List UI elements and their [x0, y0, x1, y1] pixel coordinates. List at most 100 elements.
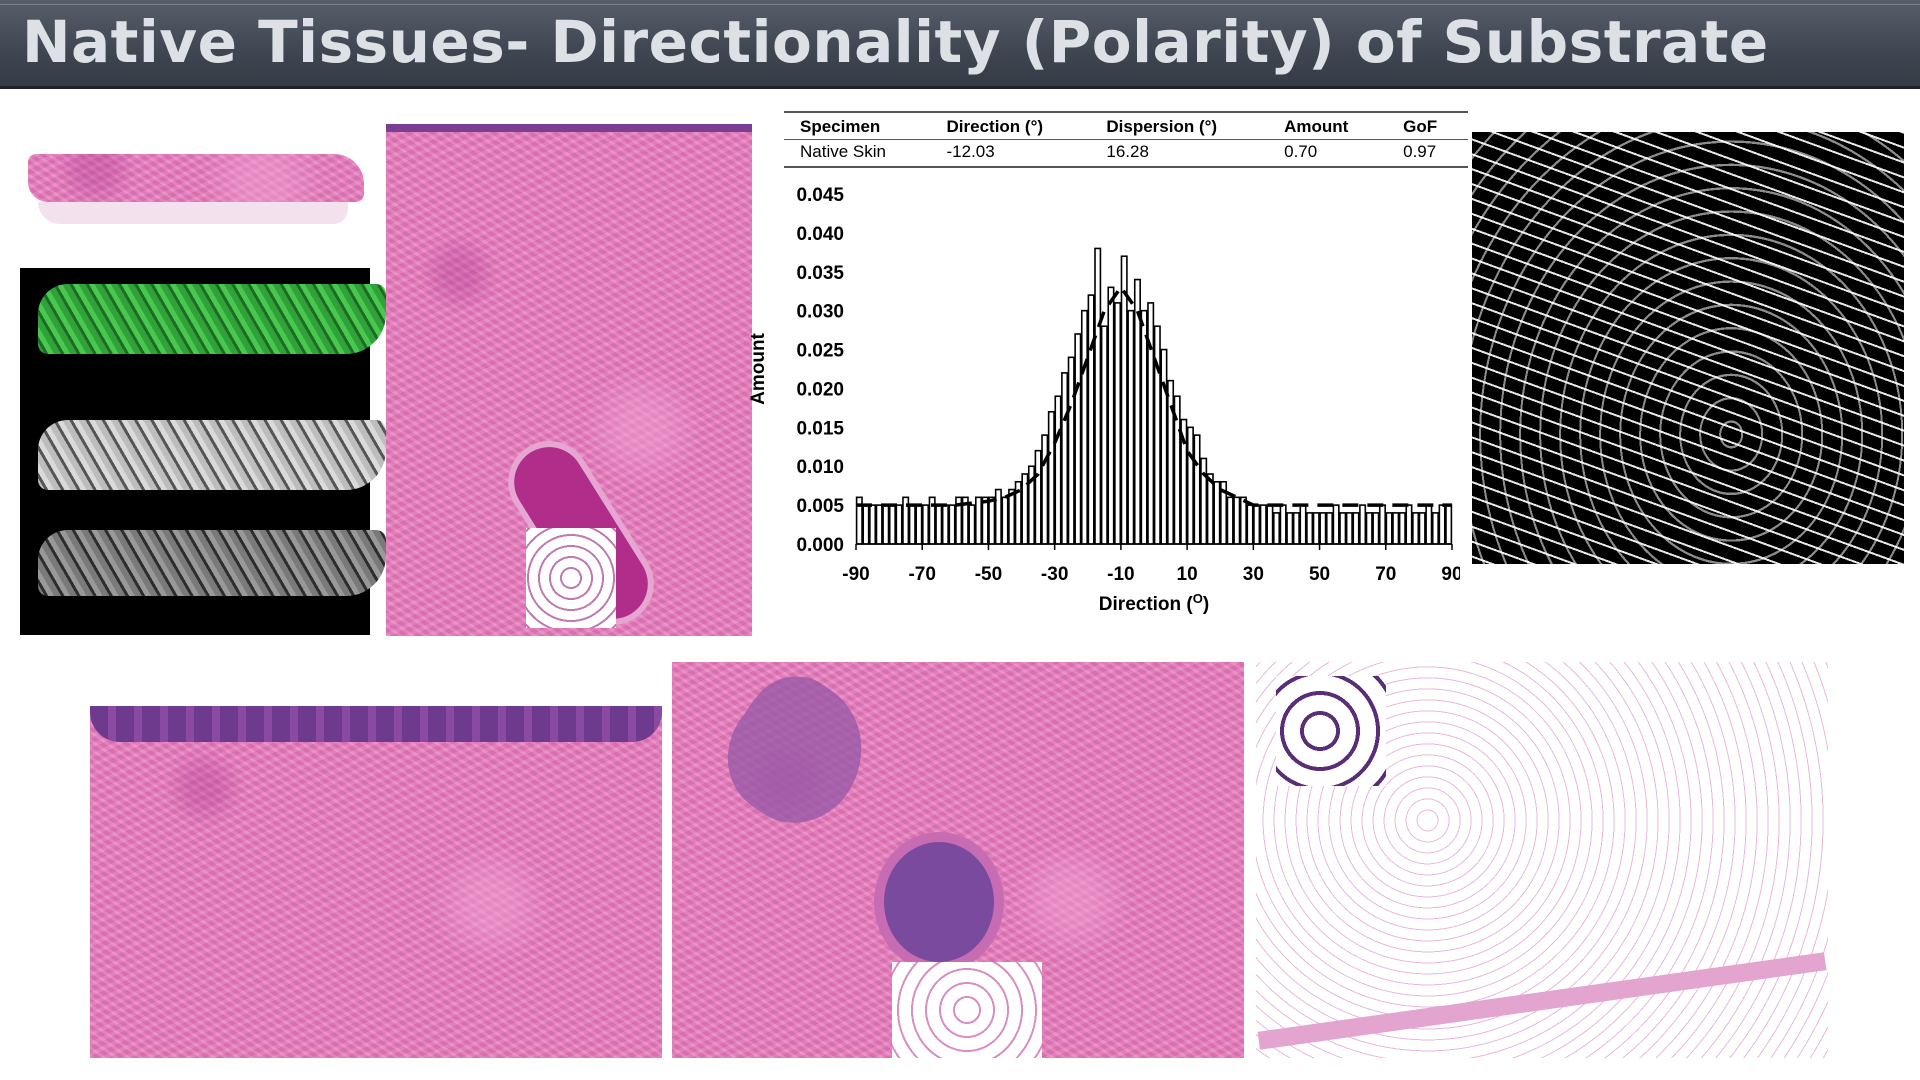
he-whole-section-image [28, 150, 364, 232]
histogram-bar [1438, 504, 1446, 545]
histogram-bar [1008, 488, 1016, 545]
cell-specimen: Native Skin [784, 139, 931, 168]
histogram-bar [922, 504, 930, 545]
column-header-amount: Amount [1268, 111, 1388, 140]
histogram-bar [1200, 457, 1208, 545]
histogram-bar [908, 504, 916, 545]
histogram-bar [1087, 294, 1095, 545]
histogram-bar [1359, 504, 1367, 545]
histogram-bar [1140, 309, 1148, 545]
cell-dispersion: 16.28 [1090, 139, 1269, 168]
histogram-bar [1061, 372, 1069, 545]
table-header-row: Specimen Direction (°) Dispersion (°) Am… [784, 111, 1468, 140]
histogram-bar [1107, 286, 1115, 545]
inflammatory-infiltrate [703, 657, 891, 847]
orientation-map-image [1472, 132, 1904, 564]
histogram-bar [1226, 496, 1234, 545]
histogram-bar [1067, 356, 1075, 545]
histogram-bar [1405, 504, 1413, 545]
x-tick-label: -10 [1107, 564, 1134, 585]
he-dermis-hair-follicle-image [386, 118, 752, 636]
column-header-dispersion: Dispersion (°) [1090, 111, 1269, 140]
histogram-bar [862, 504, 870, 545]
histogram-bar [975, 496, 983, 545]
histogram-bar [1299, 504, 1307, 545]
histogram-bar [882, 504, 890, 545]
y-tick-label: 0.030 [796, 302, 844, 323]
histogram-bar [1193, 434, 1201, 545]
y-tick-label: 0.010 [796, 457, 844, 478]
histogram-bar [1332, 504, 1340, 545]
histogram-bar [941, 504, 949, 545]
green-channel-strip [38, 284, 386, 354]
title-bar-rule [0, 4, 1920, 5]
y-tick-label: 0.020 [796, 379, 844, 400]
x-tick-label: -90 [842, 564, 869, 585]
histogram-bar [1378, 504, 1386, 545]
y-tick-label: 0.025 [796, 341, 844, 362]
histogram-bar [1418, 512, 1426, 545]
y-tick-label: 0.000 [796, 535, 844, 556]
histogram-bar [1094, 247, 1102, 545]
cell-direction: -12.03 [930, 139, 1091, 168]
follicle-bulb [884, 842, 994, 962]
histogram-bar [1074, 333, 1082, 545]
histogram-bars [855, 247, 1453, 545]
histogram-bar [1398, 512, 1406, 545]
histogram-bar [1160, 348, 1168, 545]
x-tick-label: -70 [908, 564, 935, 585]
subcutis-strip [38, 202, 348, 224]
cell-gof: 0.97 [1387, 139, 1468, 168]
directionality-table: Specimen Direction (°) Dispersion (°) Am… [784, 111, 1468, 168]
histogram-bar [895, 504, 903, 545]
he-adipose-tissue-image [1256, 662, 1828, 1058]
histogram-bar [968, 504, 976, 545]
histogram-bar [988, 496, 996, 545]
he-epidermis-dermis-image [90, 672, 662, 1058]
histogram-bar [1034, 449, 1042, 545]
orientation-overlay [1472, 132, 1904, 564]
upper-whitespace [90, 672, 662, 706]
histogram-bar [1259, 504, 1267, 545]
histogram-bar [915, 504, 923, 545]
x-tick-label: 70 [1375, 564, 1396, 585]
fluorescence-panel [20, 268, 386, 635]
table-row: Native Skin -12.03 16.28 0.70 0.97 [784, 139, 1468, 168]
lower-septum [1257, 952, 1827, 1050]
he-section-strip [28, 154, 364, 202]
page-title: Native Tissues- Directionality (Polarity… [22, 8, 1769, 76]
histogram-bar [1054, 395, 1062, 545]
histogram-bar [1001, 496, 1009, 545]
x-tick-label: 30 [1243, 564, 1264, 585]
epidermis-layer [386, 118, 752, 144]
y-axis-ticks: 0.000 0.005 0.010 0.015 0.020 0.025 0.030 0.035… [796, 185, 844, 556]
gray-channel-strip-1 [38, 420, 386, 490]
histogram-bar [1233, 496, 1241, 545]
histogram-bar [1339, 512, 1347, 545]
histogram-bar [1239, 496, 1247, 545]
histogram-bar [1047, 410, 1055, 545]
histogram-bar [948, 504, 956, 545]
column-header-specimen: Specimen [784, 111, 931, 140]
adipose-region [892, 962, 1042, 1058]
histogram-bar [1325, 512, 1333, 545]
x-tick-label: -50 [975, 564, 1002, 585]
he-follicle-dermis-image [672, 657, 1244, 1058]
x-tick-label: 50 [1309, 564, 1330, 585]
x-axis-label: Direction (O) [1099, 591, 1209, 616]
y-tick-label: 0.015 [796, 418, 844, 439]
x-tick-label: 90 [1441, 564, 1460, 585]
adipocyte-cluster [526, 528, 616, 628]
histogram-bar [1345, 512, 1353, 545]
direction-histogram-chart: 0.000 0.005 0.010 0.015 0.020 0.025 0.030 0.035… [748, 185, 1460, 616]
gray-channel-strip-2 [38, 530, 386, 596]
histogram-bar [1372, 512, 1380, 545]
histogram-bar [888, 504, 896, 545]
histogram-bar [1114, 302, 1122, 545]
histogram-bar [1392, 512, 1400, 545]
histogram-bar [1412, 512, 1420, 545]
histogram-bar [1246, 504, 1254, 545]
histogram-bar [1100, 325, 1108, 545]
x-tick-label: 10 [1177, 564, 1198, 585]
y-tick-label: 0.005 [796, 496, 844, 517]
